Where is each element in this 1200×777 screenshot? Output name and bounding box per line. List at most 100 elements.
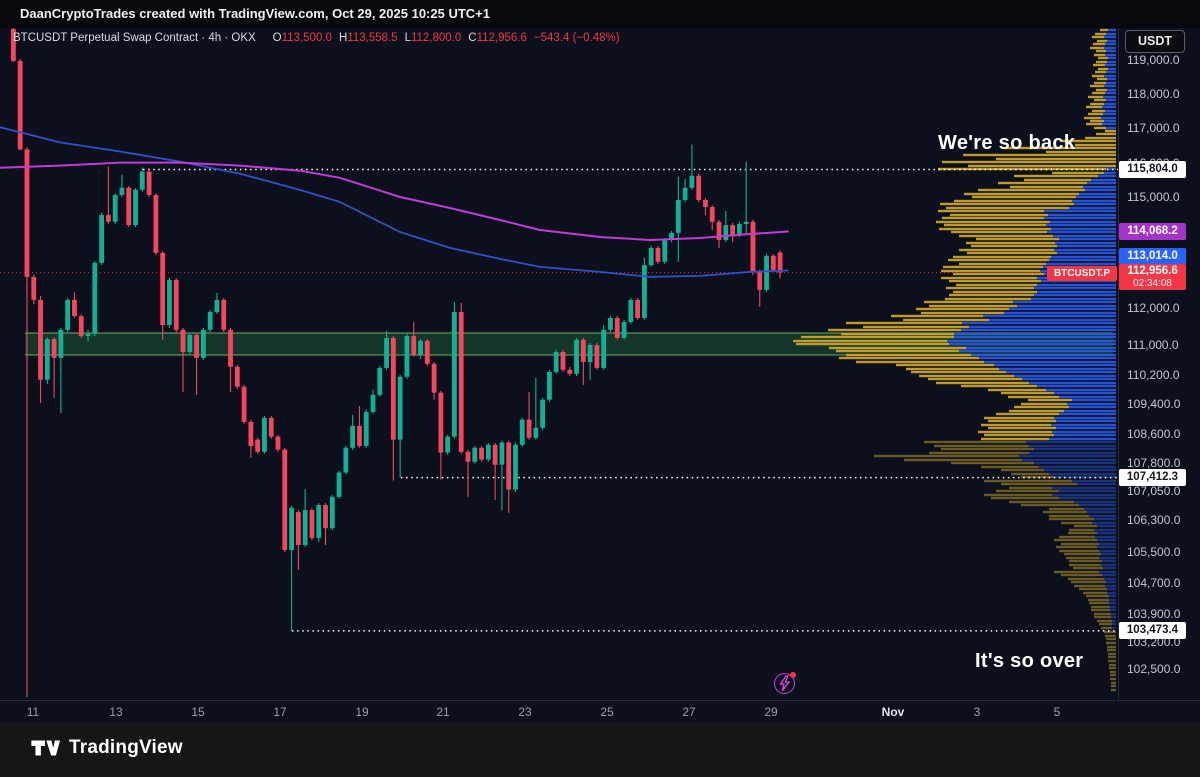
volume-profile-row — [1084, 116, 1101, 120]
volume-profile-row — [1085, 136, 1116, 140]
candle-body — [723, 225, 729, 240]
ma-line-purple — [0, 161, 789, 241]
volume-profile-row-blue — [1105, 91, 1116, 95]
tradingview-logo[interactable]: TradingView — [30, 737, 183, 759]
candle-body — [587, 344, 593, 362]
candle-body — [458, 312, 464, 452]
volume-profile-row-blue — [1105, 53, 1116, 57]
volume-profile-row — [924, 440, 1026, 444]
volume-profile-row — [1014, 174, 1098, 178]
volume-profile-row-blue — [1029, 381, 1116, 385]
candle-body — [540, 399, 546, 428]
volume-profile-row — [1088, 598, 1109, 602]
volume-profile-row-blue — [1006, 370, 1116, 374]
volume-profile-row — [801, 335, 954, 339]
volume-profile-row-blue — [1059, 489, 1116, 493]
volume-profile-row — [1001, 468, 1044, 472]
volume-profile-row-blue — [1046, 388, 1116, 392]
symbol-price-chip: BTCUSDT.P — [1047, 266, 1117, 281]
volume-profile-row — [1093, 63, 1105, 67]
candle-body — [99, 215, 105, 263]
candle-body — [31, 276, 37, 300]
volume-profile-row-blue — [1077, 482, 1116, 486]
volume-profile-row — [1100, 28, 1108, 32]
volume-profile-row-blue — [1057, 244, 1116, 248]
volume-profile-row — [919, 374, 1014, 378]
volume-profile-row — [1068, 531, 1097, 535]
volume-profile-row — [1090, 119, 1104, 123]
volume-profile-row — [971, 244, 1057, 248]
candle-body — [262, 417, 267, 452]
volume-profile-row — [981, 465, 1039, 469]
volume-profile-row — [966, 241, 1055, 245]
candle-body — [133, 189, 138, 226]
volume-profile-row — [1001, 391, 1054, 395]
volume-profile-row — [1069, 563, 1101, 567]
volume-profile-row — [1098, 67, 1108, 71]
volume-profile-row — [911, 370, 1006, 374]
volume-profile-row-blue — [1108, 67, 1116, 71]
volume-profile-row — [1011, 472, 1049, 476]
volume-profile-row — [1095, 32, 1106, 36]
volume-profile-row — [953, 290, 1037, 294]
volume-profile-row — [998, 181, 1087, 185]
volume-profile-row-blue — [1109, 594, 1116, 598]
volume-profile-row — [1111, 681, 1116, 685]
volume-profile-row-blue — [1097, 531, 1116, 535]
candle-body — [648, 248, 654, 266]
ohlc-values: O113,500.0 H113,558.5 L112,800.0 C112,956.6 — [266, 32, 527, 44]
currency-toggle-button[interactable]: USDT — [1125, 30, 1185, 53]
candle-body — [635, 299, 641, 318]
volume-profile-row — [1098, 56, 1108, 60]
boost-lightning-icon[interactable] — [774, 672, 796, 694]
volume-profile-row-blue — [1104, 119, 1116, 123]
candle-body — [153, 194, 159, 253]
volume-profile-row — [1069, 528, 1094, 532]
candle-body — [17, 60, 23, 150]
volume-profile-row — [988, 419, 1056, 423]
price-tick-label: 119,000.0 — [1127, 52, 1180, 67]
volume-profile-row-blue — [1037, 384, 1116, 388]
volume-profile-row-blue — [1029, 451, 1116, 455]
volume-profile-row-blue — [1112, 626, 1116, 630]
price-level-label: 115,804.0 — [1119, 160, 1186, 178]
candle-body — [295, 512, 301, 545]
volume-profile-row — [1092, 74, 1104, 78]
candle-body — [112, 194, 118, 222]
time-scale[interactable]: 11 13 15 17 19 21 23 25 27 29 Nov 3 5 — [0, 700, 1200, 722]
volume-profile-row — [1066, 556, 1099, 560]
candle-body — [72, 299, 77, 317]
candle-body — [411, 336, 417, 355]
candle-body — [92, 262, 98, 334]
volume-profile-row — [984, 416, 1054, 420]
volume-profile-row-blue — [1105, 63, 1116, 67]
chart-canvas[interactable] — [0, 28, 1200, 700]
volume-profile-row-blue — [1034, 447, 1116, 451]
volume-profile-row — [943, 265, 1043, 269]
volume-profile-row-blue — [1022, 377, 1116, 381]
candle-body — [275, 436, 281, 450]
candle-body — [567, 369, 573, 374]
volume-profile-row — [961, 384, 1037, 388]
volume-profile-row — [963, 153, 1116, 157]
candle-body — [289, 507, 294, 551]
volume-profile-row-blue — [1102, 559, 1116, 563]
volume-profile-row — [904, 458, 1022, 462]
candle-body — [438, 392, 444, 453]
volume-profile-row-blue — [1106, 580, 1116, 584]
volume-profile-row — [1083, 591, 1107, 595]
volume-profile-row-blue — [1014, 374, 1116, 378]
volume-profile-row-blue — [1054, 416, 1116, 420]
candle-body — [214, 299, 220, 313]
volume-profile-row — [941, 447, 1034, 451]
candle-body — [709, 206, 715, 222]
candle-body — [248, 421, 254, 446]
price-tick-label: 109,400.0 — [1127, 397, 1181, 412]
candle-body — [119, 187, 125, 195]
volume-profile-row — [1009, 486, 1052, 490]
price-scale[interactable]: USDT 119,000.0118,000.0117,000.0116,000.… — [1118, 28, 1200, 700]
price-tick-label: 115,000.0 — [1127, 190, 1180, 204]
volume-profile-row-blue — [1106, 167, 1116, 171]
volume-profile-row-blue — [1097, 545, 1116, 549]
volume-profile-row-blue — [954, 335, 1116, 339]
